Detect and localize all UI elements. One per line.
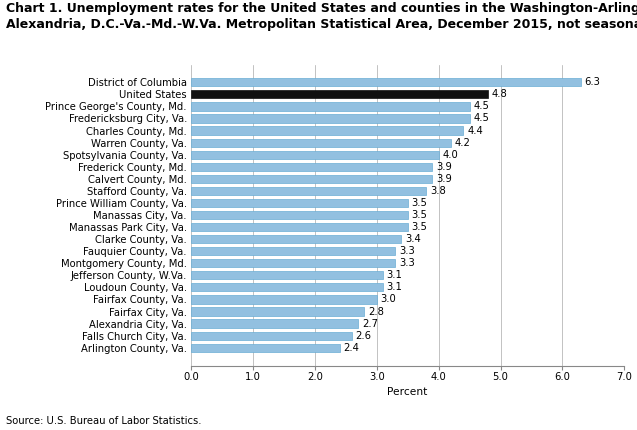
Bar xyxy=(191,126,463,135)
Text: 4.5: 4.5 xyxy=(473,114,489,123)
Bar xyxy=(191,295,376,304)
Text: 3.3: 3.3 xyxy=(399,258,415,268)
Text: 2.7: 2.7 xyxy=(362,319,378,329)
Bar xyxy=(191,163,433,171)
Bar xyxy=(191,138,451,147)
Bar xyxy=(191,344,340,352)
Text: 3.1: 3.1 xyxy=(387,283,403,292)
Text: 3.9: 3.9 xyxy=(436,162,452,172)
Text: 4.5: 4.5 xyxy=(473,101,489,111)
X-axis label: Percent: Percent xyxy=(387,387,428,396)
Text: 3.5: 3.5 xyxy=(412,198,427,208)
Bar xyxy=(191,199,408,207)
Bar xyxy=(191,332,352,340)
Bar xyxy=(191,259,396,267)
Text: 4.0: 4.0 xyxy=(442,150,458,160)
Bar xyxy=(191,211,408,219)
Text: 3.1: 3.1 xyxy=(387,270,403,280)
Bar xyxy=(191,150,439,159)
Text: 4.8: 4.8 xyxy=(492,89,508,99)
Text: 4.4: 4.4 xyxy=(467,126,483,135)
Bar xyxy=(191,78,581,86)
Text: 2.6: 2.6 xyxy=(355,331,372,341)
Text: 2.8: 2.8 xyxy=(368,307,384,316)
Bar xyxy=(191,114,469,123)
Bar xyxy=(191,90,488,98)
Text: 3.3: 3.3 xyxy=(399,246,415,256)
Text: 3.0: 3.0 xyxy=(380,295,396,304)
Text: 3.4: 3.4 xyxy=(405,234,421,244)
Bar xyxy=(191,223,408,231)
Text: 3.9: 3.9 xyxy=(436,174,452,184)
Text: 4.2: 4.2 xyxy=(455,138,471,147)
Text: 6.3: 6.3 xyxy=(585,77,601,87)
Bar xyxy=(191,271,383,280)
Bar xyxy=(191,319,358,328)
Text: 3.8: 3.8 xyxy=(430,186,446,196)
Bar xyxy=(191,247,396,255)
Bar xyxy=(191,187,426,195)
Text: 3.5: 3.5 xyxy=(412,210,427,220)
Bar xyxy=(191,283,383,292)
Text: Source: U.S. Bureau of Labor Statistics.: Source: U.S. Bureau of Labor Statistics. xyxy=(6,416,202,426)
Bar xyxy=(191,307,364,316)
Bar xyxy=(191,175,433,183)
Text: 3.5: 3.5 xyxy=(412,222,427,232)
Text: Chart 1. Unemployment rates for the United States and counties in the Washington: Chart 1. Unemployment rates for the Unit… xyxy=(6,2,637,31)
Bar xyxy=(191,102,469,111)
Bar xyxy=(191,235,401,243)
Text: 2.4: 2.4 xyxy=(343,343,359,353)
